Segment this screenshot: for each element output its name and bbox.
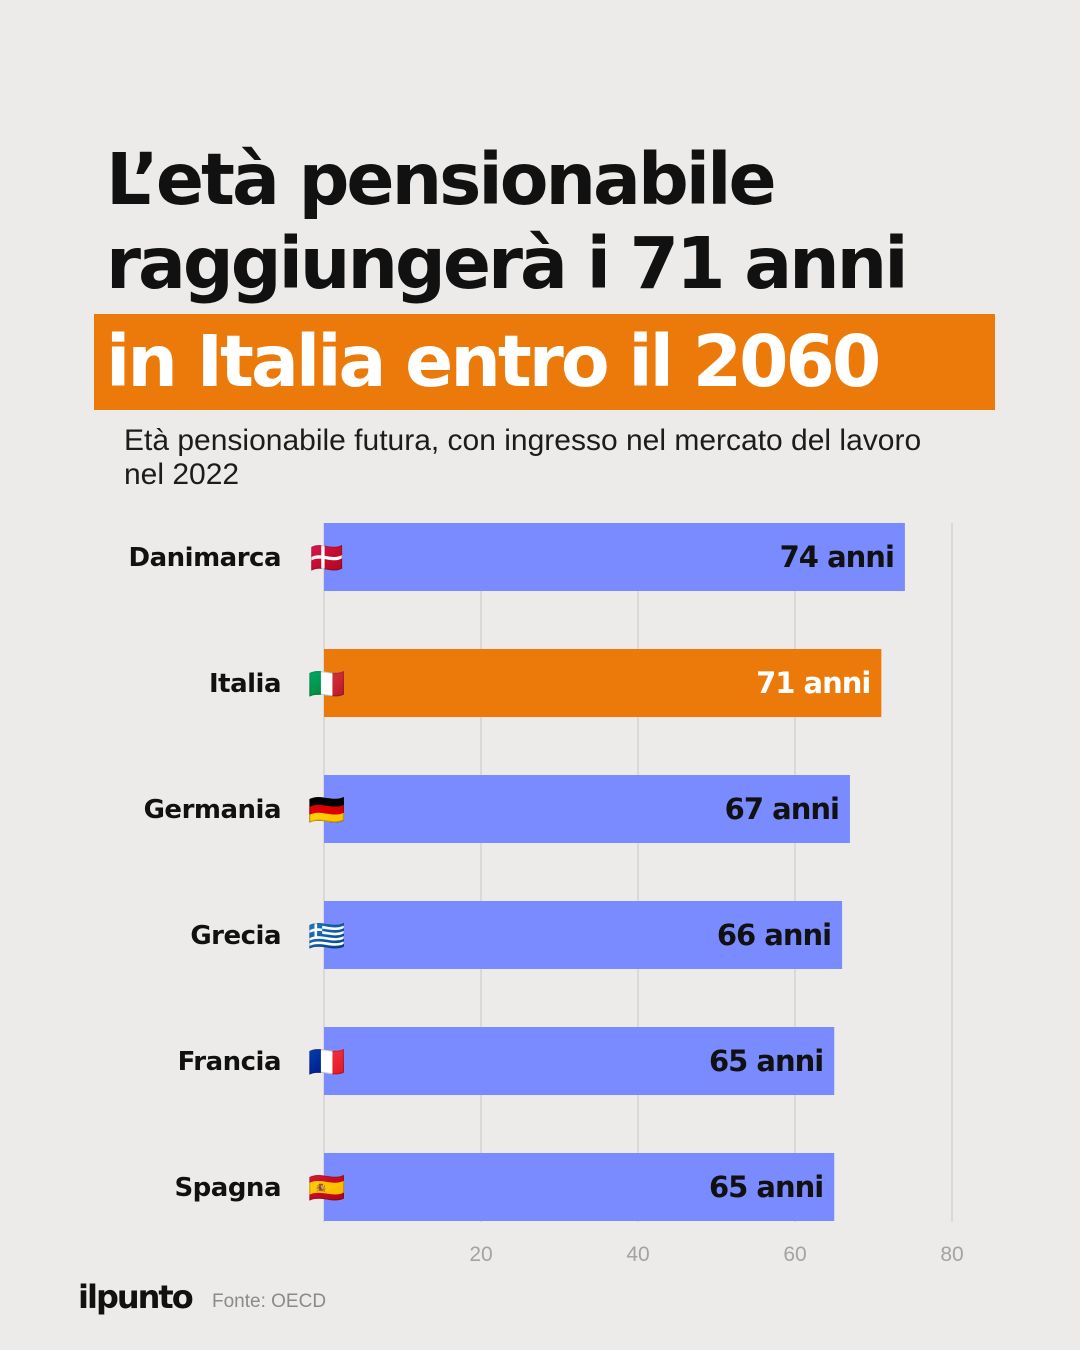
value-label: 67 anni (725, 792, 839, 826)
flag-icon: 🇬🇷 (308, 920, 345, 953)
value-label: 66 anni (717, 918, 831, 952)
title-line-1: L’età pensionabile (106, 138, 777, 221)
category-label: Italia (209, 669, 281, 699)
brand-logo: ilpunto (78, 1278, 194, 1316)
flag-icon: 🇮🇹 (308, 668, 345, 701)
bar-italia (324, 649, 882, 717)
flag-icon: 🇩🇪 (308, 794, 345, 827)
chart-subtitle: Età pensionabile futura, con ingresso ne… (124, 424, 922, 491)
value-label: 74 anni (780, 540, 894, 574)
category-label: Francia (178, 1047, 281, 1077)
bar-grecia (324, 901, 843, 969)
title-highlight: in Italia entro il 2060 (94, 314, 995, 410)
bar-danimarca (324, 523, 905, 591)
title-line-2: raggiungerà i 71 anni (106, 222, 909, 305)
category-label: Spagna (174, 1173, 281, 1203)
x-tick-label: 60 (783, 1243, 806, 1266)
category-label: Grecia (190, 921, 281, 951)
x-tick-label: 20 (469, 1243, 492, 1266)
bar-germania (324, 775, 850, 843)
category-label: Danimarca (129, 543, 281, 573)
flag-icon: 🇫🇷 (308, 1046, 345, 1079)
value-label: 65 anni (709, 1170, 823, 1204)
x-tick-label: 40 (626, 1243, 649, 1266)
flag-icon: 🇩🇰 (308, 540, 345, 575)
source-note: Fonte: OECD (212, 1291, 327, 1312)
chart-title: L’età pensionabile raggiungerà i 71 anni (106, 138, 909, 306)
value-label: 65 anni (709, 1044, 823, 1078)
bar-spagna (324, 1153, 835, 1221)
bar-francia (324, 1027, 835, 1095)
category-label: Germania (144, 795, 281, 825)
flag-icon: 🇪🇸 (308, 1172, 345, 1205)
x-tick-label: 80 (940, 1243, 963, 1266)
value-label: 71 anni (756, 666, 870, 700)
